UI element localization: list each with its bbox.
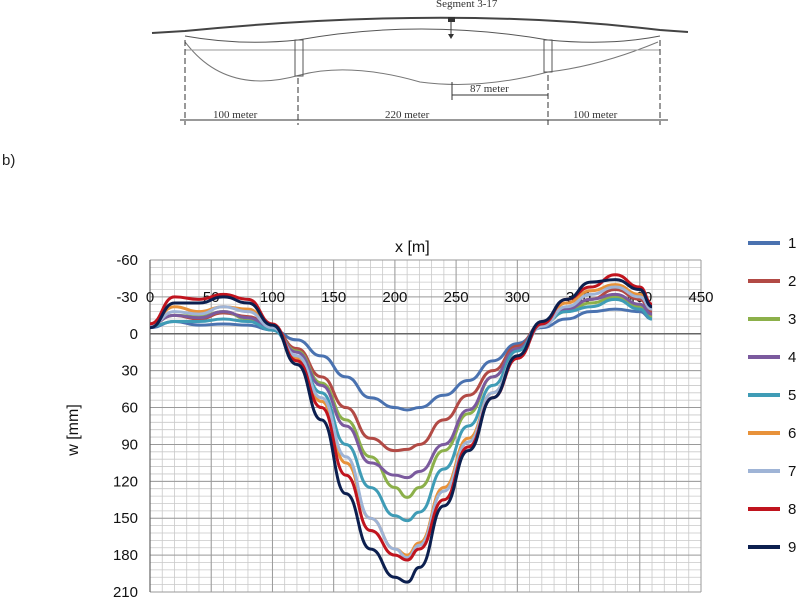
series-line-9 (149, 278, 653, 584)
y-tick-label: 0 (130, 326, 138, 343)
legend-label-7: 7 (788, 463, 796, 480)
x-axis-title: x [m] (395, 239, 430, 256)
legend-label-9: 9 (788, 539, 796, 556)
y-tick-label: 150 (113, 510, 138, 527)
bridge-diagram: Segment 3-17 87 meter 100 meter 220 mete… (151, 0, 689, 125)
series-line-6 (149, 283, 653, 557)
series-line-1 (149, 307, 653, 412)
y-axis-title: w [mm] (65, 404, 82, 457)
series-line-3 (149, 295, 653, 499)
x-tick-label: 250 (444, 289, 469, 306)
legend-label-1: 1 (788, 235, 796, 252)
x-tick-label: 450 (688, 289, 713, 306)
dimension-lines (180, 40, 668, 125)
span-label-left: 100 meter (213, 109, 258, 121)
y-tick-label: 210 (113, 584, 138, 600)
segment-arrowhead (448, 34, 454, 39)
span-label-middle: 220 meter (385, 109, 430, 121)
legend-label-2: 2 (788, 273, 796, 290)
legend-label-3: 3 (788, 311, 796, 328)
y-tick-label: 30 (121, 363, 138, 380)
legend-label-4: 4 (788, 349, 796, 366)
y-tick-label: 120 (113, 473, 138, 490)
legend-label-5: 5 (788, 387, 796, 404)
y-tick-label: 180 (113, 547, 138, 564)
x-tick-label: 100 (260, 289, 285, 306)
span-label-right: 100 meter (573, 109, 618, 121)
panel-label: b) (2, 152, 16, 169)
segment-marker (448, 17, 455, 22)
pier-right (543, 39, 553, 73)
pier-left (294, 39, 304, 77)
x-tick-label: 0 (146, 289, 154, 306)
y-tick-label: -30 (116, 289, 138, 306)
series-layer (149, 273, 653, 584)
x-tick-label: 300 (505, 289, 530, 306)
series-line-2 (149, 288, 653, 453)
x-tick-label: 200 (382, 289, 407, 306)
bridge-girder-bottom (184, 28, 661, 43)
series-line-7 (149, 285, 653, 560)
legend: 1 2 3 4 5 6 7 8 9 (748, 235, 796, 556)
y-tick-label: 60 (121, 400, 138, 417)
bridge-deck (151, 16, 689, 34)
series-line-4 (149, 292, 653, 480)
ground-profile (184, 41, 659, 85)
y-tick-label: -60 (116, 252, 138, 269)
segment-label: Segment 3-17 (436, 0, 498, 10)
sub-dimension-label: 87 meter (470, 83, 509, 95)
legend-label-8: 8 (788, 501, 796, 518)
legend-label-6: 6 (788, 425, 796, 442)
series-line-5 (149, 297, 653, 523)
y-tick-label: 90 (121, 436, 138, 453)
x-tick-label: 150 (321, 289, 346, 306)
